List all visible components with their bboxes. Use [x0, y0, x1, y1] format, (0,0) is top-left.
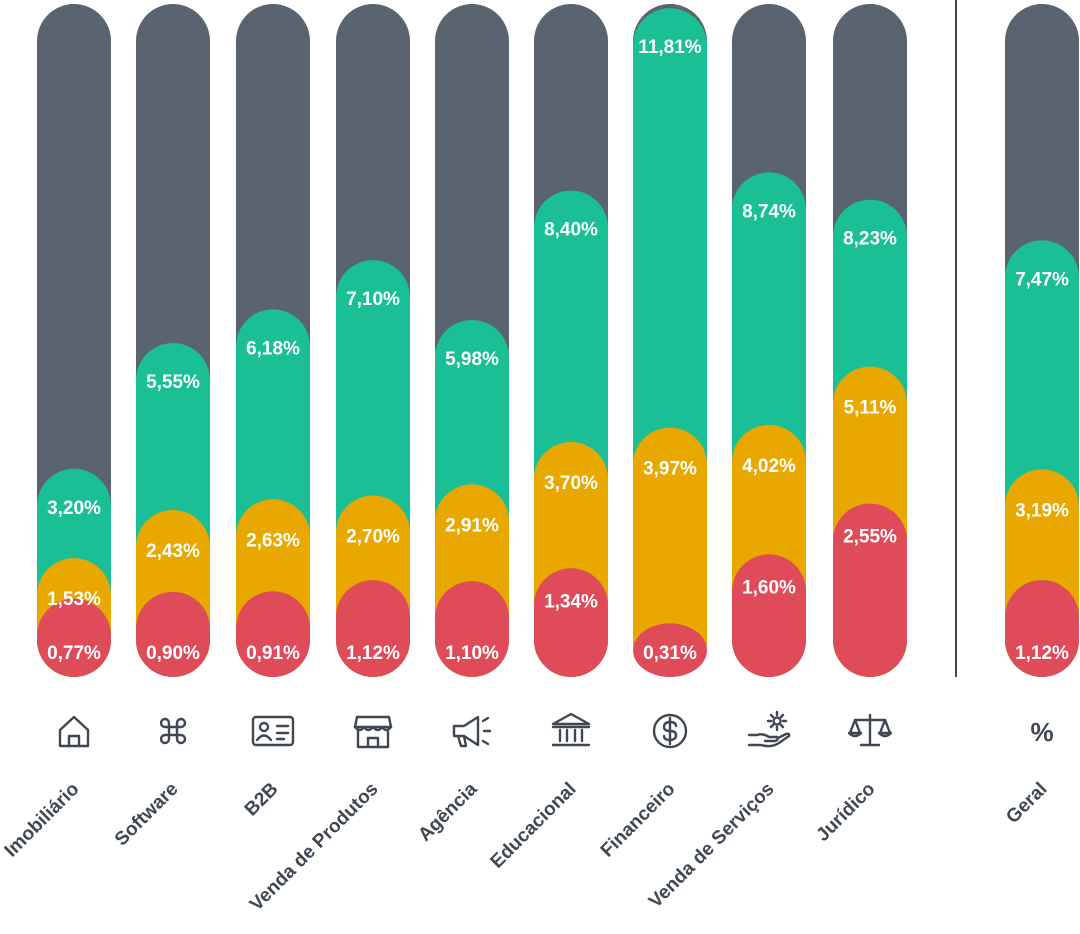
category-label-imobiliario: Imobiliário: [1, 779, 84, 862]
data-label-yellow: 2,63%: [246, 530, 300, 551]
data-label-green: 7,10%: [346, 289, 400, 310]
data-label-green: 8,40%: [544, 220, 598, 241]
bar-geral: 7,47% 3,19% 1,12%: [1005, 4, 1079, 678]
data-label-red: 0,31%: [643, 643, 697, 664]
category-label-agencia: Agência: [414, 778, 481, 845]
data-label-green: 5,55%: [146, 372, 200, 393]
data-label-green: 8,23%: [843, 229, 897, 250]
scales-icon: [847, 713, 893, 747]
command-icon: [159, 717, 187, 745]
store-icon: [353, 715, 393, 749]
data-label-red: 0,90%: [146, 643, 200, 664]
bar-venda-de-servicos: 8,74% 4,02% 1,60%: [732, 4, 806, 677]
data-label-red: 0,91%: [246, 643, 300, 664]
category-label-juridico: Jurídico: [812, 779, 879, 846]
bar-segment-red: [833, 503, 907, 677]
bar-segment-yellow: [633, 427, 707, 677]
bar-segment-red: [37, 598, 111, 677]
data-label-red: 1,12%: [346, 643, 400, 664]
data-label-yellow: 1,53%: [47, 589, 101, 610]
bar-agencia: 5,98% 2,91% 1,10%: [435, 4, 509, 677]
bar-segment-red: [435, 581, 509, 677]
data-label-green: 11,81%: [638, 37, 701, 58]
data-label-red: 1,10%: [445, 643, 499, 664]
svg-text:%: %: [1030, 717, 1053, 747]
bar-segment-red: [236, 591, 310, 677]
data-label-red: 1,60%: [742, 577, 796, 598]
dollar-icon: [652, 713, 688, 749]
data-label-green: 7,47%: [1015, 269, 1069, 290]
category-label-b2b: B2B: [241, 779, 283, 821]
data-label-red: 1,12%: [1015, 643, 1069, 664]
bar-segment-red: [534, 568, 608, 677]
data-label-yellow: 5,11%: [844, 398, 897, 419]
institution-icon: [551, 712, 591, 747]
percent-icon: %: [1030, 717, 1053, 747]
data-label-green: 8,74%: [742, 201, 796, 222]
data-label-yellow: 2,70%: [346, 527, 400, 548]
id-card-icon: [251, 715, 295, 747]
bar-financeiro: 11,81% 3,97% 0,31%: [633, 4, 707, 678]
megaphone-icon: [452, 715, 492, 748]
data-label-green: 5,98%: [445, 349, 499, 370]
category-label-educacional: Educacional: [487, 779, 581, 873]
category-label-geral: Geral: [1002, 779, 1051, 828]
bar-segment-red: [633, 623, 707, 677]
bar-segment-red: [732, 554, 806, 677]
bar-software: 5,55% 2,43% 0,90%: [136, 4, 210, 677]
category-label-software: Software: [111, 779, 183, 851]
data-label-yellow: 3,19%: [1015, 500, 1069, 521]
data-label-yellow: 2,91%: [445, 515, 499, 536]
data-label-yellow: 3,97%: [643, 459, 697, 480]
bar-segment-red: [1005, 580, 1079, 677]
bar-educacional: 8,40% 3,70% 1,34%: [534, 4, 608, 677]
hand-service-icon: [747, 710, 791, 748]
data-label-red: 2,55%: [843, 527, 897, 548]
bar-segment-red: [336, 580, 410, 677]
data-label-red: 1,34%: [544, 591, 598, 612]
bar-imobiliario: 3,20% 1,53% 0,77%: [37, 4, 111, 677]
data-label-yellow: 4,02%: [742, 456, 796, 477]
data-label-green: 6,18%: [246, 338, 300, 359]
bar-b2b: 6,18% 2,63% 0,91%: [236, 4, 310, 677]
bar-segment-red: [136, 591, 210, 677]
data-label-red: 0,77%: [47, 643, 101, 664]
house-icon: [58, 715, 90, 748]
data-label-green: 3,20%: [47, 498, 101, 519]
bar-juridico: 8,23% 5,11% 2,55%: [833, 4, 907, 677]
category-label-financeiro: Financeiro: [597, 779, 680, 862]
data-label-yellow: 3,70%: [544, 473, 598, 494]
bar-venda-de-produtos: 7,10% 2,70% 1,12%: [336, 4, 410, 677]
data-label-yellow: 2,43%: [146, 541, 200, 562]
